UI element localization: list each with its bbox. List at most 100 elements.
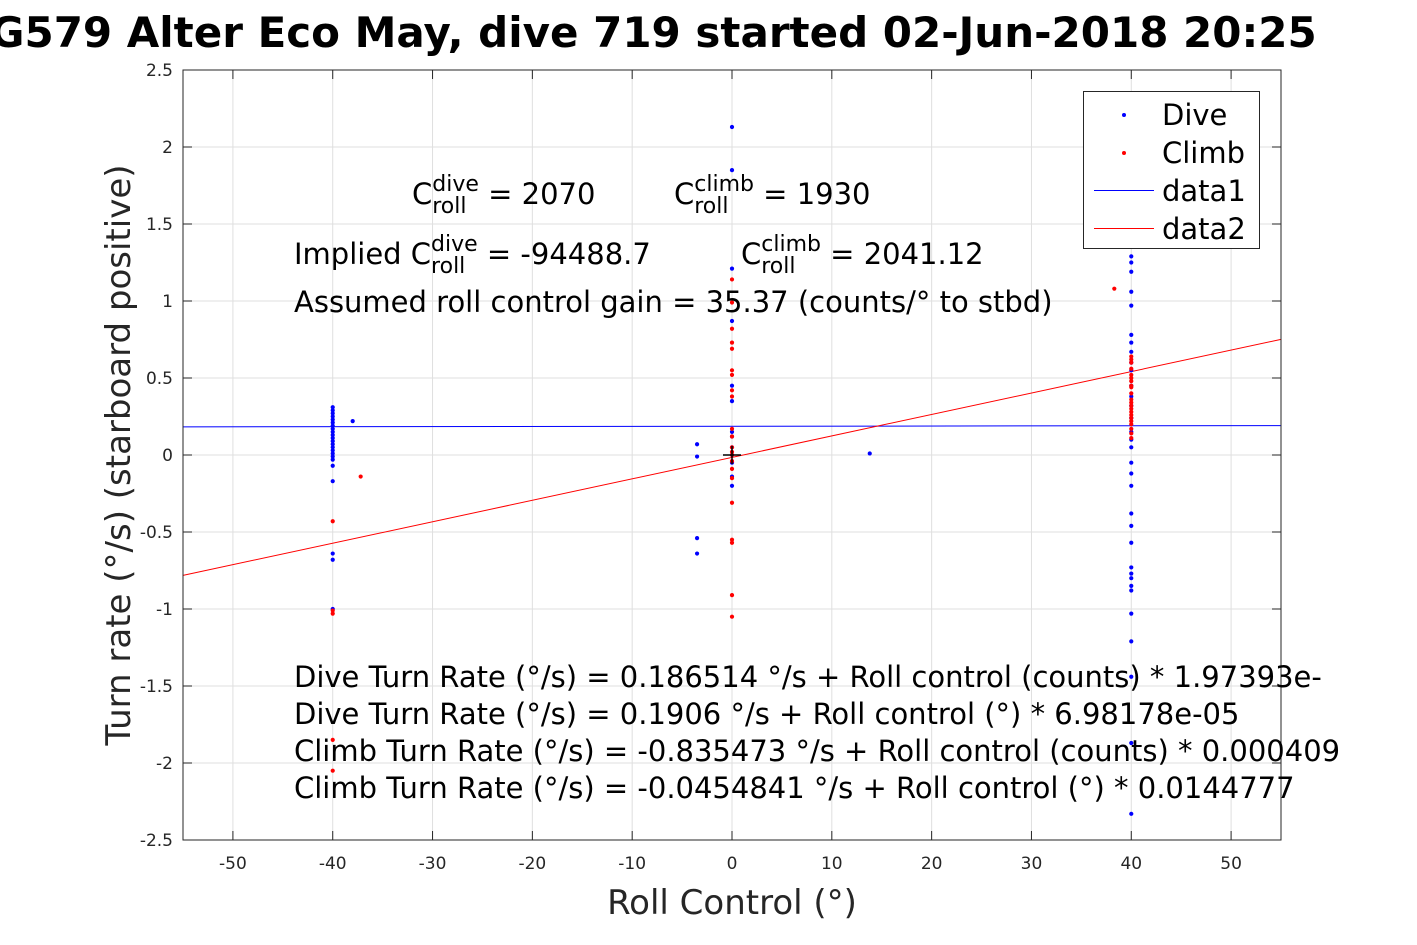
point-dive [1129, 511, 1134, 516]
y-tick-label: 0.5 [146, 369, 173, 389]
point-dive [1129, 588, 1134, 593]
legend: Dive Climb data1 data2 [1083, 91, 1260, 249]
point-dive [1129, 289, 1134, 294]
point-climb [1129, 403, 1134, 408]
point-dive [729, 168, 735, 173]
point-climb [729, 388, 735, 393]
point-climb [1129, 419, 1134, 424]
y-tick-label: -2.5 [140, 831, 173, 851]
point-climb [729, 372, 735, 378]
point-climb [729, 300, 735, 305]
point-dive [694, 454, 700, 459]
legend-item-data1: data1 [1084, 172, 1261, 210]
point-dive [330, 463, 335, 468]
legend-dive-label: Dive [1162, 98, 1228, 132]
point-dive [1129, 260, 1134, 265]
point-dive [729, 124, 735, 130]
point-climb [330, 768, 335, 773]
legend-data1-label: data1 [1162, 174, 1246, 208]
y-axis-label: Turn rate (°/s) (starboard positive) [99, 164, 139, 746]
point-climb [1129, 400, 1134, 405]
point-climb [1129, 435, 1134, 441]
y-tick-label: -0.5 [140, 523, 173, 543]
point-climb [358, 474, 363, 479]
point-climb [1129, 378, 1134, 384]
legend-climb-label: Climb [1162, 136, 1246, 170]
point-dive [330, 448, 335, 453]
x-tick-label: 30 [1021, 854, 1043, 874]
x-tick-label: -50 [219, 854, 247, 874]
point-dive [330, 445, 335, 450]
y-tick-label: -1 [156, 600, 173, 620]
point-climb [1129, 415, 1134, 421]
point-climb [1129, 383, 1134, 388]
point-climb [1129, 354, 1134, 359]
point-climb [1129, 375, 1134, 381]
point-climb [1129, 426, 1134, 431]
point-climb [729, 537, 735, 542]
point-climb [1129, 391, 1134, 396]
y-tick-label: 0 [162, 446, 173, 466]
point-climb [330, 737, 335, 743]
point-dive [330, 405, 335, 410]
point-dive [1129, 340, 1134, 345]
point-climb [729, 346, 735, 351]
point-dive [330, 457, 335, 462]
x-tick-label: -20 [518, 854, 546, 874]
point-climb [1129, 360, 1134, 365]
point-dive [330, 423, 335, 428]
point-dive [729, 399, 735, 404]
point-dive [330, 408, 335, 413]
fit-line-data1 [182, 425, 1282, 428]
fit-dive-degrees: Dive Turn Rate (°/s) = 0.1906 °/s + Roll… [294, 697, 1240, 731]
point-dive [330, 451, 335, 456]
point-dive [330, 454, 335, 459]
point-dive [1129, 576, 1134, 581]
point-dive [694, 551, 700, 556]
point-dive [694, 536, 700, 541]
point-dive [1129, 811, 1134, 816]
point-dive [1129, 471, 1134, 476]
point-climb [729, 426, 735, 431]
x-tick-label: -30 [419, 854, 447, 874]
x-tick-label: 50 [1220, 854, 1242, 874]
point-dive [330, 411, 335, 416]
fit-climb-counts: Climb Turn Rate (°/s) = -0.835473 °/s + … [294, 734, 1341, 768]
x-tick-label: 0 [727, 854, 738, 874]
axes-box [182, 69, 1282, 841]
point-climb [729, 326, 735, 331]
point-dive [694, 442, 700, 447]
point-dive [330, 417, 335, 422]
point-climb [729, 340, 735, 345]
y-tick-label: 2 [162, 138, 173, 158]
point-climb [1129, 422, 1134, 427]
point-dive [1129, 269, 1134, 274]
y-tick-label: 2.5 [146, 61, 173, 81]
axes [182, 69, 1282, 841]
data-points [330, 124, 1134, 816]
point-dive [330, 439, 335, 444]
point-dive [867, 451, 872, 456]
point-dive [1129, 254, 1134, 259]
fit-dive-counts: Dive Turn Rate (°/s) = 0.186514 °/s + Ro… [294, 660, 1322, 694]
point-climb [330, 611, 335, 616]
y-tick-label: -1.5 [140, 677, 173, 697]
point-dive [330, 557, 335, 562]
x-tick-label: 10 [821, 854, 843, 874]
point-dive [1129, 740, 1134, 746]
point-climb [729, 500, 735, 505]
x-tick-label: -40 [319, 854, 347, 874]
x-tick-label: -10 [618, 854, 646, 874]
point-climb [729, 434, 735, 439]
point-dive [1129, 394, 1134, 399]
point-climb [729, 614, 735, 619]
point-climb [330, 519, 335, 524]
point-climb [1129, 431, 1134, 436]
legend-item-climb: Climb [1084, 134, 1261, 172]
point-dive [729, 483, 735, 488]
point-dive [729, 429, 735, 434]
point-dive [1129, 303, 1134, 308]
